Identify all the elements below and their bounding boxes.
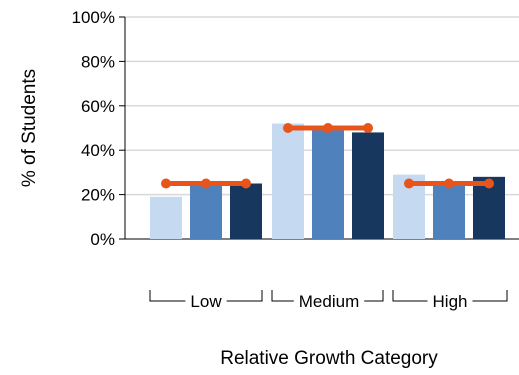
reference-marker [404, 178, 414, 189]
reference-lines [161, 123, 494, 189]
x-category-label: Medium [299, 292, 359, 311]
y-tick-label: 80% [81, 52, 115, 71]
category-bracket-left [392, 290, 428, 302]
reference-marker [363, 123, 373, 133]
y-tick-label: 0% [90, 230, 115, 249]
reference-marker [283, 123, 293, 133]
reference-marker [444, 178, 454, 189]
bar [272, 123, 304, 239]
reference-marker [484, 178, 494, 189]
reference-marker [323, 123, 333, 133]
x-category-labels: Low Medium High [149, 290, 508, 311]
y-axis-title: % of Students [19, 69, 40, 187]
y-tick-label: 60% [81, 97, 115, 116]
bar [150, 196, 182, 239]
bar [433, 181, 465, 239]
bar [230, 183, 262, 239]
category-bracket-right [472, 290, 508, 302]
y-tick-label: 100% [72, 8, 115, 27]
bar [190, 181, 222, 239]
x-category-label: Low [190, 292, 222, 311]
x-axis-title: Relative Growth Category [220, 348, 438, 369]
category-bracket-right [226, 290, 263, 302]
y-tick-label: 40% [81, 141, 115, 160]
bar [352, 132, 384, 239]
y-tick-label: 20% [81, 186, 115, 205]
category-bracket-left [149, 290, 186, 302]
category-bracket-right [364, 290, 384, 302]
bars [150, 123, 505, 239]
x-category-label: High [433, 292, 468, 311]
category-bracket-left [271, 290, 294, 302]
reference-marker [201, 178, 211, 189]
reference-marker [161, 178, 171, 189]
reference-marker [241, 178, 251, 189]
bar [312, 128, 344, 239]
